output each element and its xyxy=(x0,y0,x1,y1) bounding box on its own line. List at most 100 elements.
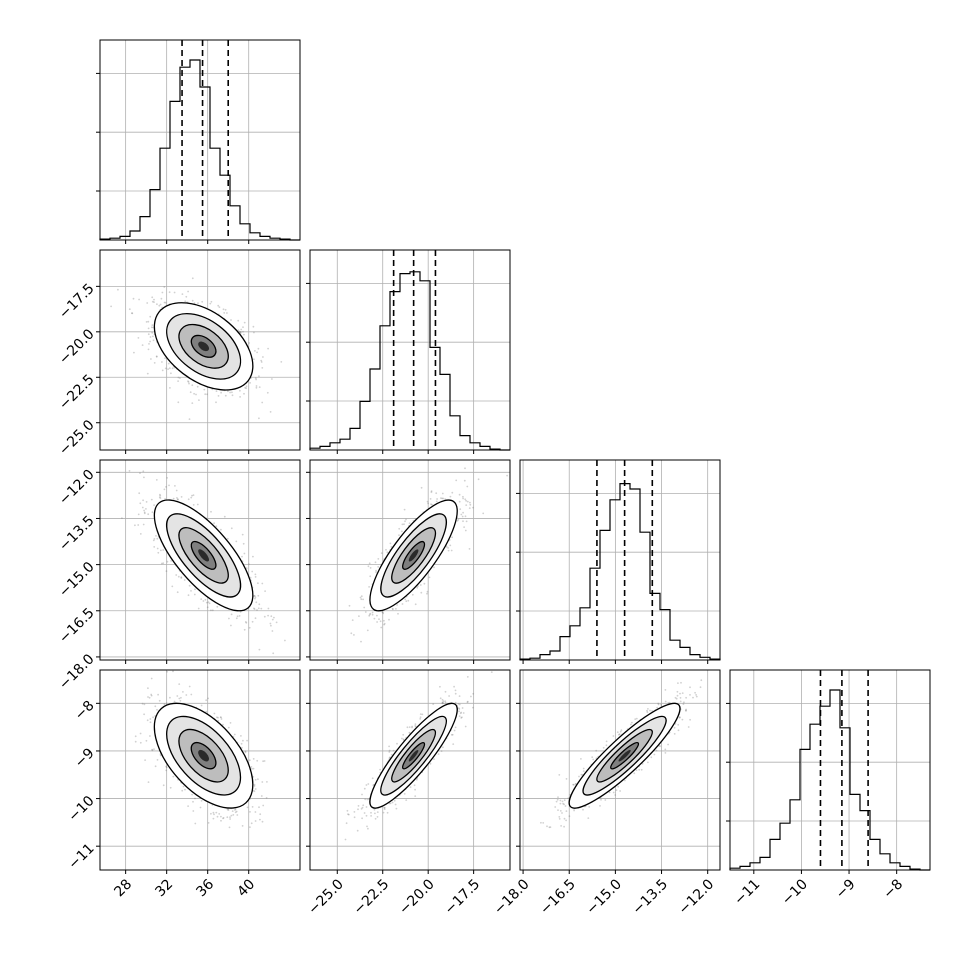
scatter-point xyxy=(172,367,174,369)
scatter-point xyxy=(450,496,452,498)
scatter-point xyxy=(240,329,242,331)
scatter-point xyxy=(266,797,268,799)
scatter-point xyxy=(367,630,369,632)
scatter-point xyxy=(142,703,144,705)
scatter-point xyxy=(256,609,258,611)
scatter-point xyxy=(157,694,159,696)
scatter-point xyxy=(207,606,209,608)
scatter-point xyxy=(207,698,209,700)
scatter-point xyxy=(430,498,432,500)
scatter-point xyxy=(383,620,385,622)
scatter-point xyxy=(249,811,251,813)
scatter-point xyxy=(360,598,362,600)
scatter-point xyxy=(240,735,242,737)
scatter-point xyxy=(152,749,154,751)
scatter-point xyxy=(412,594,414,596)
scatter-point xyxy=(420,592,422,594)
scatter-point xyxy=(189,686,191,688)
scatter-point xyxy=(459,494,461,496)
scatter-point xyxy=(362,599,364,601)
scatter-point xyxy=(168,485,170,487)
scatter-point xyxy=(249,382,251,384)
scatter-point xyxy=(251,571,253,573)
scatter-point xyxy=(390,543,392,545)
scatter-point xyxy=(169,291,171,293)
scatter-point xyxy=(170,372,172,374)
scatter-point xyxy=(159,700,161,702)
scatter-point xyxy=(264,590,266,592)
scatter-point xyxy=(262,805,264,807)
scatter-point xyxy=(203,600,205,602)
scatter-point xyxy=(372,612,374,614)
scatter-point xyxy=(164,703,166,705)
scatter-point xyxy=(407,726,409,728)
scatter-point xyxy=(244,553,246,555)
panel-content xyxy=(310,664,510,870)
scatter-point xyxy=(140,533,142,535)
scatter-point xyxy=(380,620,382,622)
scatter-point xyxy=(155,535,157,537)
scatter-point xyxy=(188,498,190,500)
scatter-point xyxy=(208,822,210,824)
scatter-point xyxy=(395,608,397,610)
scatter-point xyxy=(218,813,220,815)
scatter-point xyxy=(182,691,184,693)
scatter-point xyxy=(427,501,429,503)
scatter-point xyxy=(257,582,259,584)
scatter-point xyxy=(264,616,266,618)
scatter-point xyxy=(172,776,174,778)
scatter-point xyxy=(153,301,155,303)
scatter-point xyxy=(254,785,256,787)
scatter-point xyxy=(220,392,222,394)
scatter-point xyxy=(167,561,169,563)
scatter-point xyxy=(246,740,248,742)
scatter-point xyxy=(185,296,187,298)
scatter-point xyxy=(442,493,444,495)
scatter-point xyxy=(166,570,168,572)
scatter-point xyxy=(366,815,368,817)
scatter-point xyxy=(249,627,251,629)
scatter-point xyxy=(162,370,164,372)
scatter-point xyxy=(169,367,171,369)
scatter-point xyxy=(398,534,400,536)
scatter-point xyxy=(184,789,186,791)
scatter-point xyxy=(358,805,360,807)
scatter-point xyxy=(181,496,183,498)
scatter-point xyxy=(178,698,180,700)
scatter-point xyxy=(401,738,403,740)
scatter-point xyxy=(154,447,156,449)
scatter-point xyxy=(162,562,164,564)
scatter-point xyxy=(239,615,241,617)
scatter-point xyxy=(227,538,229,540)
scatter-point xyxy=(160,550,162,552)
scatter-point xyxy=(245,621,247,623)
scatter-point xyxy=(235,811,237,813)
scatter-point xyxy=(181,790,183,792)
scatter-point xyxy=(369,562,371,564)
scatter-point xyxy=(144,513,146,515)
scatter-point xyxy=(229,827,231,829)
scatter-point xyxy=(156,303,158,305)
scatter-point xyxy=(392,802,394,804)
scatter-point xyxy=(146,321,148,323)
scatter-point xyxy=(159,494,161,496)
scatter-point xyxy=(129,308,131,310)
scatter-point xyxy=(459,508,461,510)
scatter-point xyxy=(144,704,146,706)
scatter-point xyxy=(463,526,465,528)
scatter-point xyxy=(216,606,218,608)
scatter-point xyxy=(180,697,182,699)
scatter-point xyxy=(229,818,231,820)
scatter-point xyxy=(117,289,119,291)
scatter-point xyxy=(363,607,365,609)
scatter-point xyxy=(237,320,239,322)
scatter-point xyxy=(148,333,150,335)
scatter-point xyxy=(451,492,453,494)
scatter-point xyxy=(370,567,372,569)
scatter-point xyxy=(427,503,429,505)
scatter-point xyxy=(436,501,438,503)
scatter-point xyxy=(251,766,253,768)
scatter-point xyxy=(379,769,381,771)
scatter-point xyxy=(420,713,422,715)
scatter-point xyxy=(213,814,215,816)
